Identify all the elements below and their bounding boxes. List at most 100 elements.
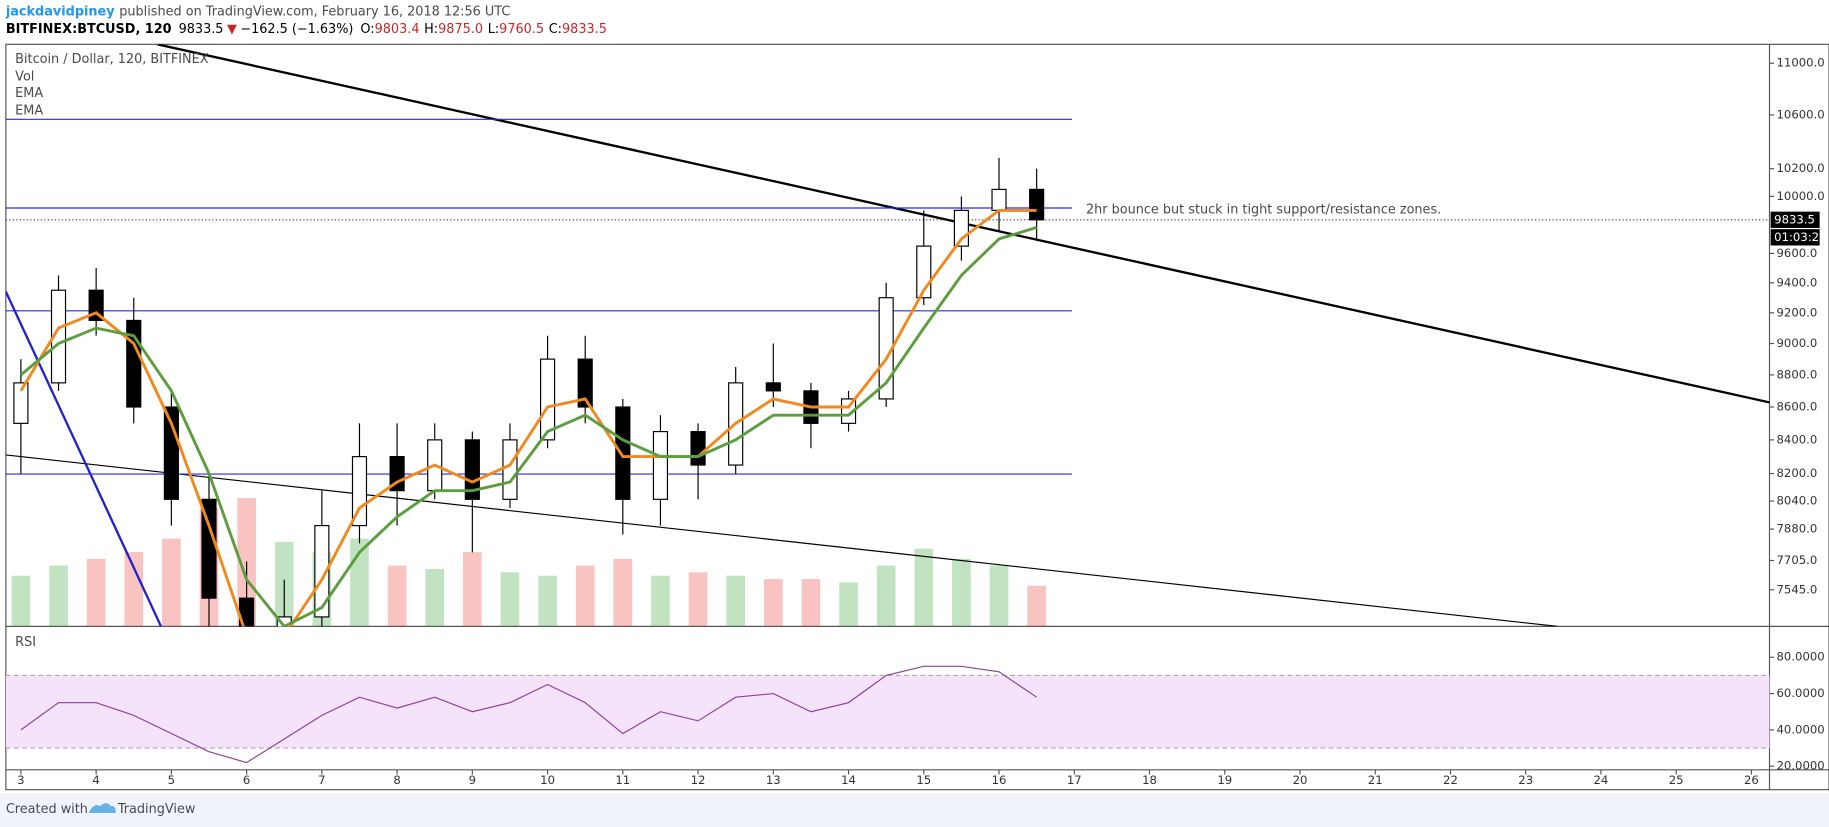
axes: 11000.0 10600.0 10200.0 10000.0 9600.0 9400.0… (17, 56, 1826, 787)
x-tick-label: 7 (318, 773, 325, 787)
y-tick-label: 9200.0 (1776, 305, 1817, 319)
volume-bar (538, 575, 557, 627)
y-tick-label: 10000.0 (1776, 189, 1824, 203)
candle-body (50, 289, 67, 384)
y-tick-label: 9400.0 (1776, 275, 1817, 289)
rsi-layer (5, 665, 1770, 764)
x-tick-label: 16 (992, 773, 1007, 787)
author[interactable]: jackdavidpiney (5, 4, 115, 19)
h: 9875.0 (438, 22, 483, 37)
candle-body (314, 525, 330, 618)
candle-body (13, 382, 29, 424)
volume-bar (651, 575, 670, 627)
candle-body (577, 358, 593, 408)
l-label: L: (488, 22, 499, 37)
rsi-line (20, 665, 1037, 764)
y-tick-label: 8800.0 (1776, 367, 1817, 381)
countdown-tag (1770, 229, 1820, 246)
x-tick-label: 21 (1368, 773, 1383, 787)
candle-body (540, 358, 556, 441)
h-label: H: (424, 22, 438, 37)
price-tag (1770, 211, 1820, 228)
footer-brand[interactable]: TradingView (117, 802, 196, 817)
x-tick-label: 15 (916, 773, 931, 787)
price-layer (5, 44, 1770, 627)
published: published on TradingView.com, February 1… (119, 4, 510, 19)
candle-body (690, 431, 706, 466)
annotation: 2hr bounce but stuck in tight support/re… (1086, 202, 1441, 217)
l: 9760.5 (499, 22, 544, 37)
x-tick-label: 12 (691, 773, 706, 787)
y-tick-label: 10200.0 (1776, 161, 1824, 175)
rsi-tick-label: 60.0000 (1776, 686, 1824, 700)
ema-line (19, 208, 1037, 627)
volume-bar (801, 579, 821, 627)
y-tick-label: 8040.0 (1776, 494, 1817, 508)
legend-vol: Vol (15, 69, 34, 84)
y-tick-label: 7545.0 (1776, 582, 1817, 596)
legend-ema: EMA (15, 86, 43, 101)
volume-bar (989, 565, 1009, 627)
y-tick-label: 7705.0 (1776, 553, 1817, 567)
volume-bar (387, 565, 407, 627)
volume-bar (914, 548, 934, 627)
x-tick-label: 4 (92, 773, 99, 787)
volume-bar (124, 552, 144, 627)
candle-body (351, 456, 368, 527)
candle-body (1029, 188, 1045, 221)
candle-body (652, 431, 669, 500)
volume-bar (688, 572, 708, 627)
candle-body (389, 456, 405, 492)
x-tick-label: 9 (469, 773, 476, 787)
x-tick-label: 20 (1293, 773, 1308, 787)
candle-body (276, 616, 292, 627)
volume-bar (49, 565, 68, 627)
x-tick-label: 14 (841, 773, 856, 787)
candle-body (840, 398, 857, 424)
x-tick-label: 13 (766, 773, 781, 787)
x-tick-label: 26 (1744, 773, 1759, 787)
x-tick-label: 8 (393, 773, 400, 787)
volume-bar (162, 538, 181, 627)
legend-ema: EMA (15, 103, 43, 118)
x-tick-label: 17 (1067, 773, 1082, 787)
x-tick-label: 23 (1518, 773, 1533, 787)
volume-bar (876, 565, 896, 627)
footer-text: Created with (6, 802, 88, 817)
volume-bar (575, 565, 595, 627)
rsi-tick-label: 20.0000 (1776, 759, 1824, 773)
x-tick-label: 11 (615, 773, 630, 787)
volume-bar (425, 568, 445, 627)
c-label: C: (549, 22, 562, 37)
rsi-band (5, 675, 1770, 749)
chart-title: Bitcoin / Dollar, 120, BITFINEX (15, 52, 209, 67)
volume-bar (463, 552, 482, 627)
y-tick-label: 8400.0 (1776, 432, 1817, 446)
candle-body (239, 597, 255, 627)
volume-bar (500, 572, 520, 627)
x-tick-label: 25 (1669, 773, 1684, 787)
candle-body (991, 188, 1007, 211)
footer-bar (0, 793, 1829, 827)
price-tag-label: 9833.5 (1774, 212, 1815, 226)
trend-line (5, 454, 1558, 627)
volume-bar (86, 558, 106, 627)
y-tick-label: 9600.0 (1776, 246, 1817, 260)
header-line: jackdavidpiney published on TradingView.c… (5, 4, 511, 19)
x-tick-label: 18 (1142, 773, 1157, 787)
y-tick-label: 9000.0 (1776, 336, 1817, 350)
y-tick-label: 11000.0 (1776, 56, 1824, 70)
change: −162.5 (−1.63%) (240, 22, 353, 37)
x-tick-label: 3 (17, 773, 24, 787)
volume-bar (11, 575, 31, 627)
x-tick-label: 22 (1443, 773, 1458, 787)
trend-line (5, 291, 163, 627)
o-label: O: (360, 22, 374, 37)
candle-body (615, 406, 631, 500)
y-tick-label: 8600.0 (1776, 400, 1817, 414)
volume-bar (613, 558, 633, 627)
y-tick-label: 10600.0 (1776, 107, 1824, 121)
quote-line: BITFINEX:BTCUSD, 120 9833.5 ▼ −162.5 (−1.63… (6, 22, 607, 37)
volume-bar (1027, 585, 1046, 627)
x-tick-label: 6 (243, 773, 250, 787)
